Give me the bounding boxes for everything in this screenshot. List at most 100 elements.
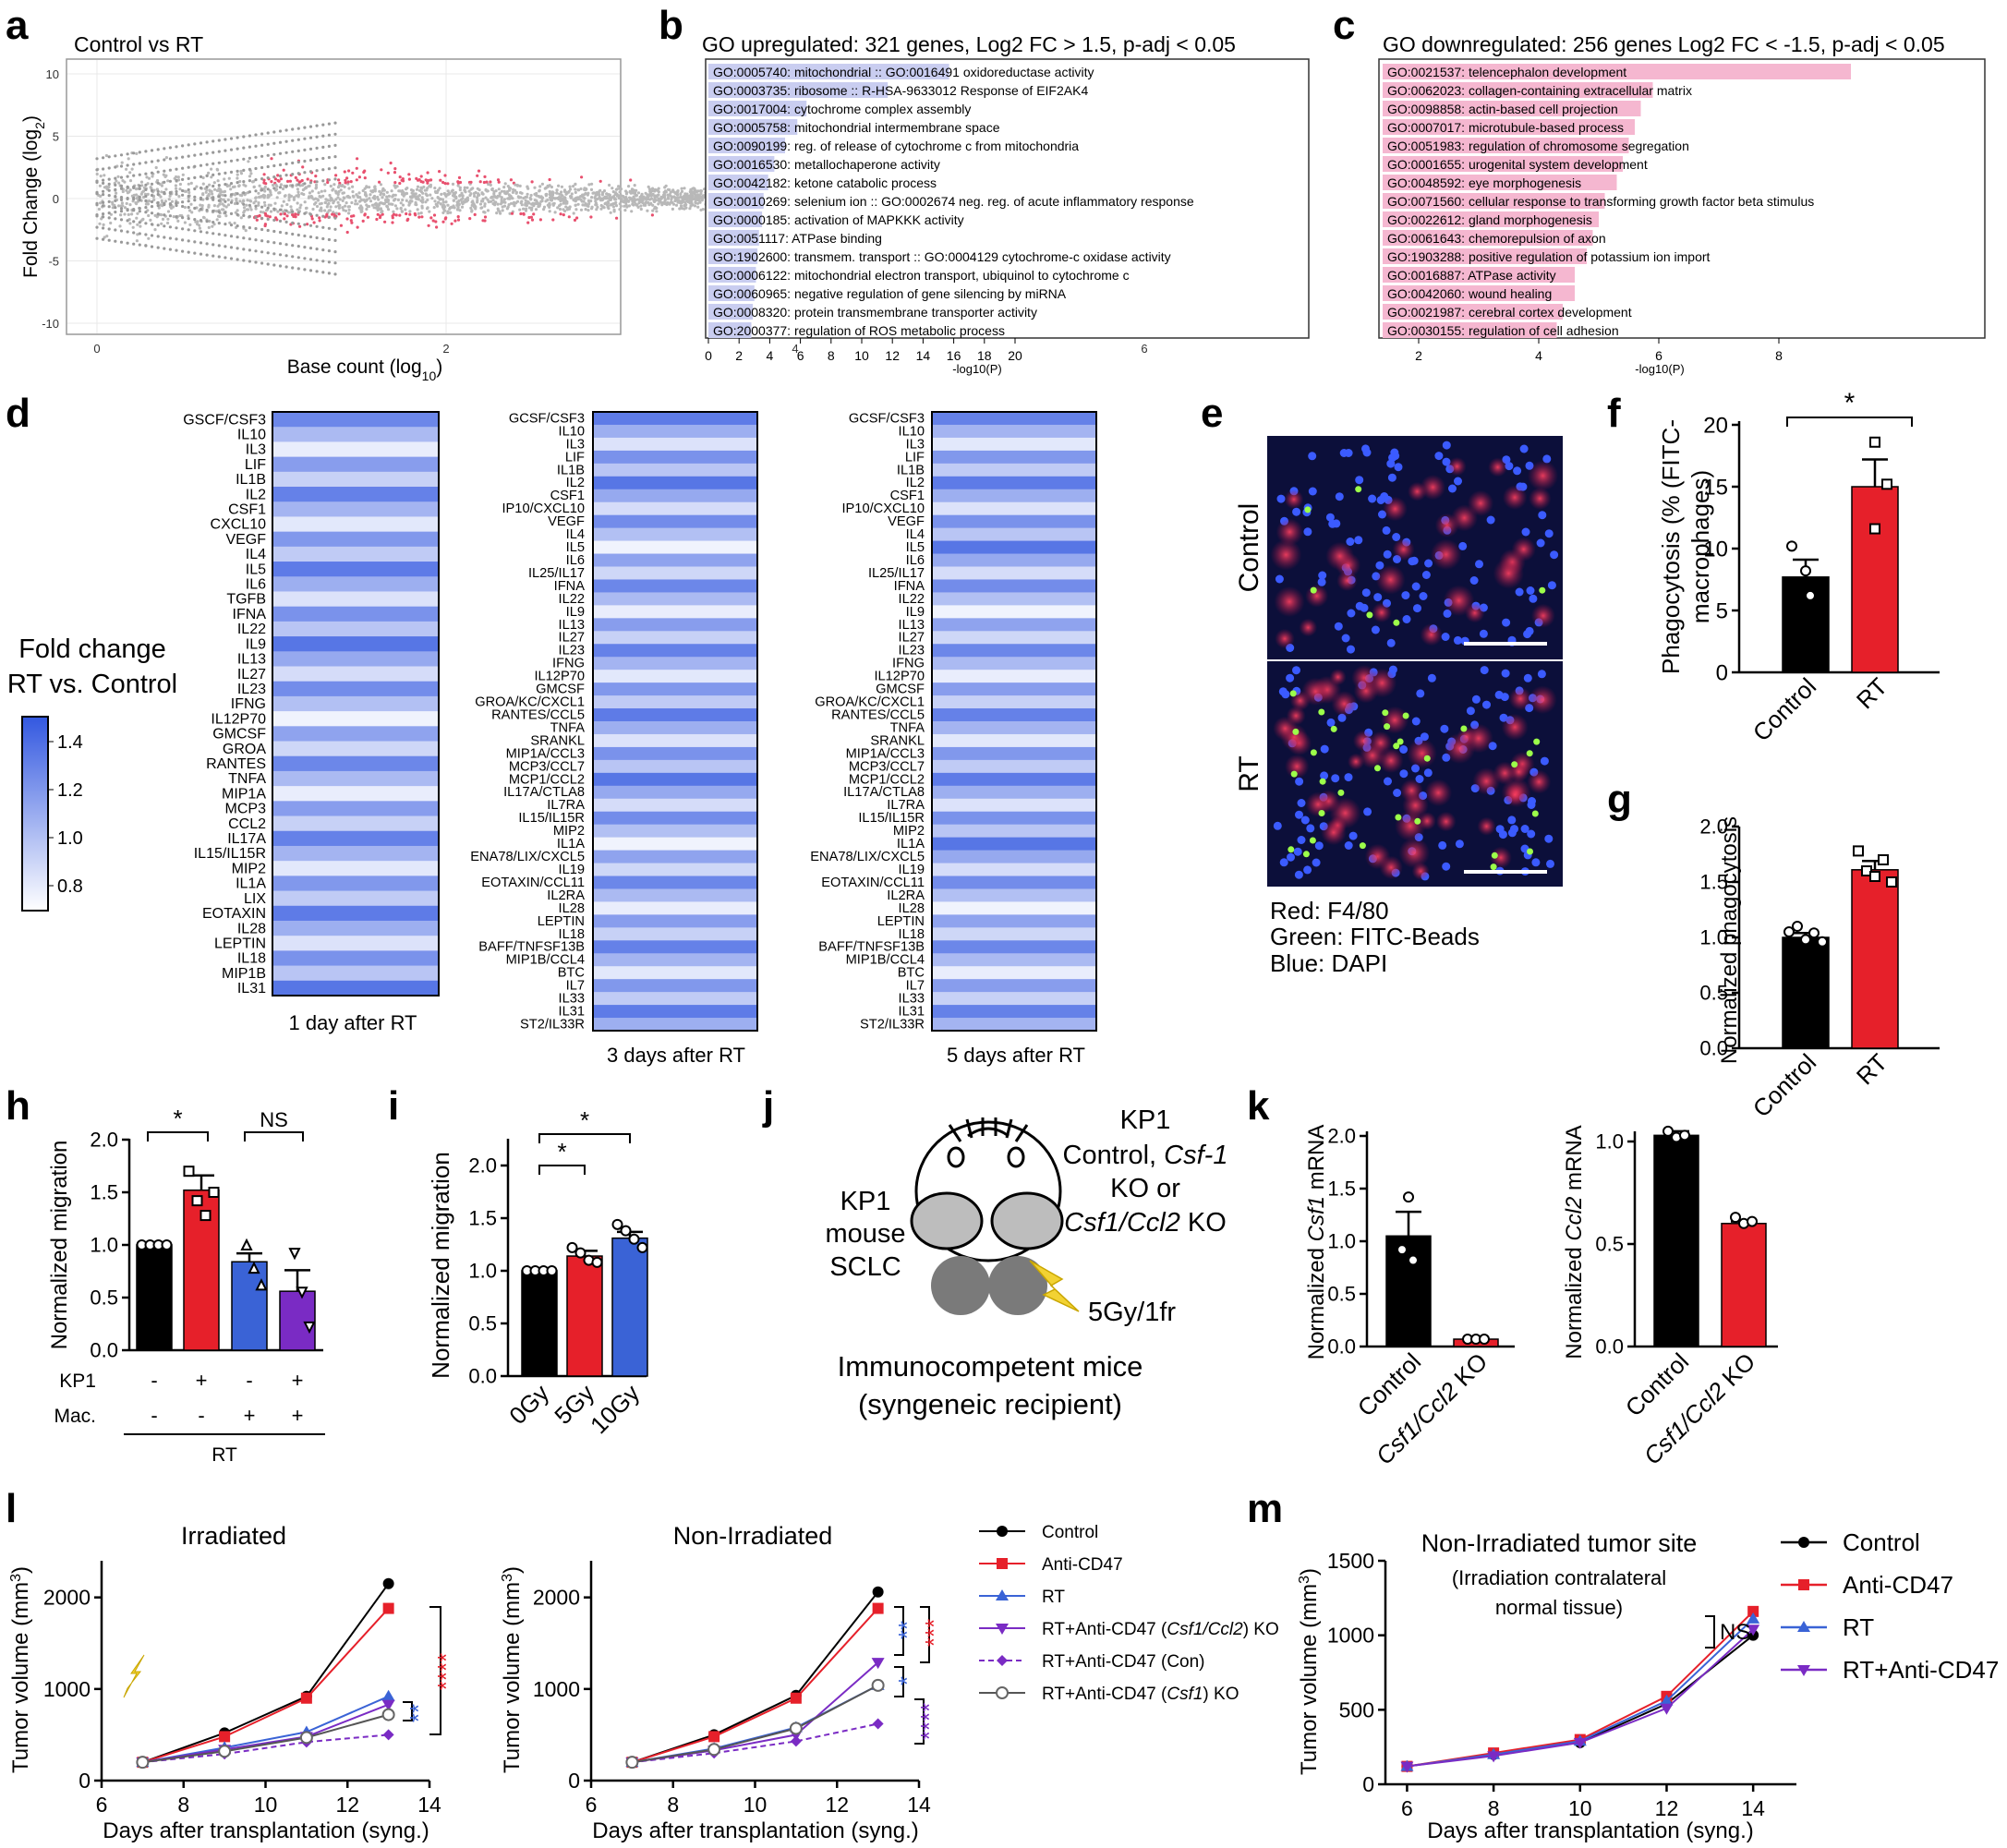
panel-c-go-down: GO downregulated: 256 genes Log2 FC < -1…: [1378, 32, 1986, 376]
data-point: [473, 212, 477, 216]
go-term-label: GO:0042182: ketone catabolic process: [713, 175, 937, 190]
macrophage: [1299, 618, 1318, 637]
data-point: [608, 194, 611, 198]
data-point: [285, 202, 289, 207]
data-point: [458, 180, 463, 185]
data-point: [138, 232, 141, 236]
heatmap-cell: [272, 876, 439, 892]
data-point: [266, 131, 270, 135]
data-point: [212, 162, 215, 165]
data-point: [359, 199, 363, 202]
data-point: [478, 202, 483, 206]
data-point: [1679, 1129, 1690, 1141]
m-title-3: normal tissue): [1495, 1596, 1623, 1619]
series-marker: [997, 1655, 1008, 1666]
data-point: [387, 202, 391, 206]
heatmap-cell: [593, 579, 757, 593]
nucleus: [1402, 615, 1411, 623]
data-point: [217, 199, 221, 202]
data-point: [156, 235, 160, 238]
data-point: [97, 207, 101, 211]
data-point: [485, 180, 489, 184]
go-term-label: GO:0042060: wound healing: [1387, 286, 1552, 301]
nucleus: [1341, 634, 1350, 643]
nucleus: [1279, 858, 1288, 867]
data-point: [683, 204, 686, 208]
data-point: [590, 205, 594, 209]
data-point: [329, 199, 332, 202]
x-category-label: 10Gy: [585, 1379, 645, 1439]
go-term-label: GO:0071560: cellular response to transfo…: [1387, 194, 1814, 209]
data-point: [385, 195, 389, 199]
heatmap-row-label: GROA: [223, 742, 266, 757]
heatmap-row-label: LIX: [244, 891, 266, 907]
x-tick-label: 12: [885, 348, 900, 363]
data-point: [509, 194, 513, 198]
data-point: [347, 187, 351, 190]
data-point: [123, 212, 127, 216]
nucleus: [1361, 588, 1371, 598]
x-category-label: RT: [1851, 1048, 1892, 1090]
data-point: [193, 175, 197, 179]
data-point: [690, 191, 695, 195]
kp1-label-3: SCLC: [829, 1252, 901, 1282]
data-point: [308, 170, 313, 174]
x-tick-label: 6: [1401, 1796, 1413, 1820]
data-point: [172, 215, 175, 219]
data-point: [207, 225, 211, 229]
bead: [1304, 506, 1312, 513]
data-point: [690, 196, 694, 199]
data-point: [611, 195, 616, 199]
data-point: [519, 211, 523, 216]
data-point: [196, 223, 199, 226]
nucleus: [1300, 815, 1310, 825]
data-point: [417, 178, 420, 182]
j-right-2: Control, Csf-1: [1063, 1141, 1228, 1170]
series-line: [632, 1591, 879, 1764]
data-point: [420, 204, 424, 208]
heatmap-cell: [272, 845, 439, 862]
data-point: [193, 240, 197, 244]
data-point: [408, 199, 412, 203]
bar: [566, 1255, 603, 1377]
data-point: [362, 199, 366, 202]
go-term-label: GO:0005740: mitochondrial :: GO:0016491 …: [713, 65, 1094, 79]
data-point: [606, 205, 610, 209]
data-point: [327, 215, 331, 219]
data-point: [361, 219, 365, 223]
y-tick-label: 0.0: [468, 1365, 497, 1388]
data-point: [538, 189, 541, 193]
nucleus: [1550, 550, 1559, 560]
data-point: [102, 178, 105, 182]
data-point: [104, 186, 109, 189]
data-point: [321, 134, 325, 138]
data-point: [595, 208, 598, 211]
data-point: [95, 213, 99, 217]
data-point: [119, 207, 124, 211]
data-point: [398, 175, 402, 179]
data-point: [259, 210, 263, 214]
data-point: [562, 196, 567, 199]
data-point: [441, 180, 445, 185]
nucleus: [1480, 666, 1489, 675]
data-point: [283, 217, 286, 221]
data-point: [175, 192, 178, 196]
data-point: [236, 209, 239, 212]
data-point: [119, 184, 124, 187]
data-point: [514, 190, 519, 194]
data-point: [369, 199, 373, 203]
data-point: [671, 207, 675, 211]
data-point: [159, 212, 163, 216]
nucleus: [1331, 774, 1340, 783]
nucleus: [1411, 582, 1421, 591]
go-term-label: GO:0007017: microtubule-based process: [1387, 120, 1624, 135]
legend-label: RT: [1843, 1613, 1874, 1641]
data-point: [150, 211, 154, 215]
data-point: [236, 247, 239, 250]
x-tick-label: 18: [977, 348, 992, 363]
data-point: [163, 169, 166, 173]
macrophage: [1351, 665, 1377, 691]
data-point: [284, 185, 288, 188]
heatmap-cell: [593, 1018, 757, 1032]
